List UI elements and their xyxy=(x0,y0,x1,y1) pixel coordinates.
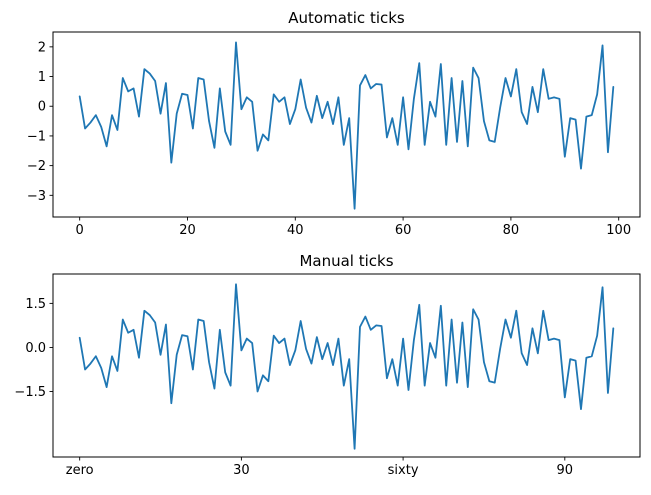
y-tick-label: −3 xyxy=(27,189,46,204)
chart-panel-automatic-ticks: Automatic ticks 0 20 40 60 80 100 2 1 0 −1 −2 −3 xyxy=(27,9,641,238)
x-tick-label: zero xyxy=(66,463,94,478)
chart-panel-manual-ticks: Manual ticks zero 30 sixty 90 1.5 0.0 −1.5 xyxy=(14,252,641,478)
y-tick-label: 2 xyxy=(38,40,46,55)
x-tick-label: 100 xyxy=(606,223,631,238)
x-tick-label: sixty xyxy=(388,463,419,478)
plot-automatic-ticks: 0 20 40 60 80 100 2 1 0 −1 −2 −3 xyxy=(27,31,641,238)
plot-area xyxy=(52,31,641,218)
x-tick-label: 0 xyxy=(76,223,84,238)
y-tick-label: −2 xyxy=(27,159,46,174)
data-line xyxy=(78,41,615,210)
x-tick-label: 60 xyxy=(395,223,412,238)
x-tick-label: 80 xyxy=(503,223,520,238)
plot-manual-ticks: zero 30 sixty 90 1.5 0.0 −1.5 xyxy=(14,273,641,478)
data-line xyxy=(78,283,615,450)
y-tick-label: −1 xyxy=(27,129,46,144)
y-tick-label: 1.5 xyxy=(25,297,46,312)
y-tick-label: 1 xyxy=(38,70,46,85)
y-tick-label: −1.5 xyxy=(14,385,46,400)
x-tick-label: 30 xyxy=(233,463,250,478)
y-tick-label: 0.0 xyxy=(25,341,46,356)
plot-area xyxy=(52,273,641,458)
x-tick-label: 90 xyxy=(557,463,574,478)
x-tick-label: 20 xyxy=(179,223,196,238)
chart-title-automatic-ticks: Automatic ticks xyxy=(288,9,405,27)
y-tick-label: 0 xyxy=(38,100,46,115)
x-tick-label: 40 xyxy=(287,223,304,238)
chart-title-manual-ticks: Manual ticks xyxy=(299,252,393,270)
